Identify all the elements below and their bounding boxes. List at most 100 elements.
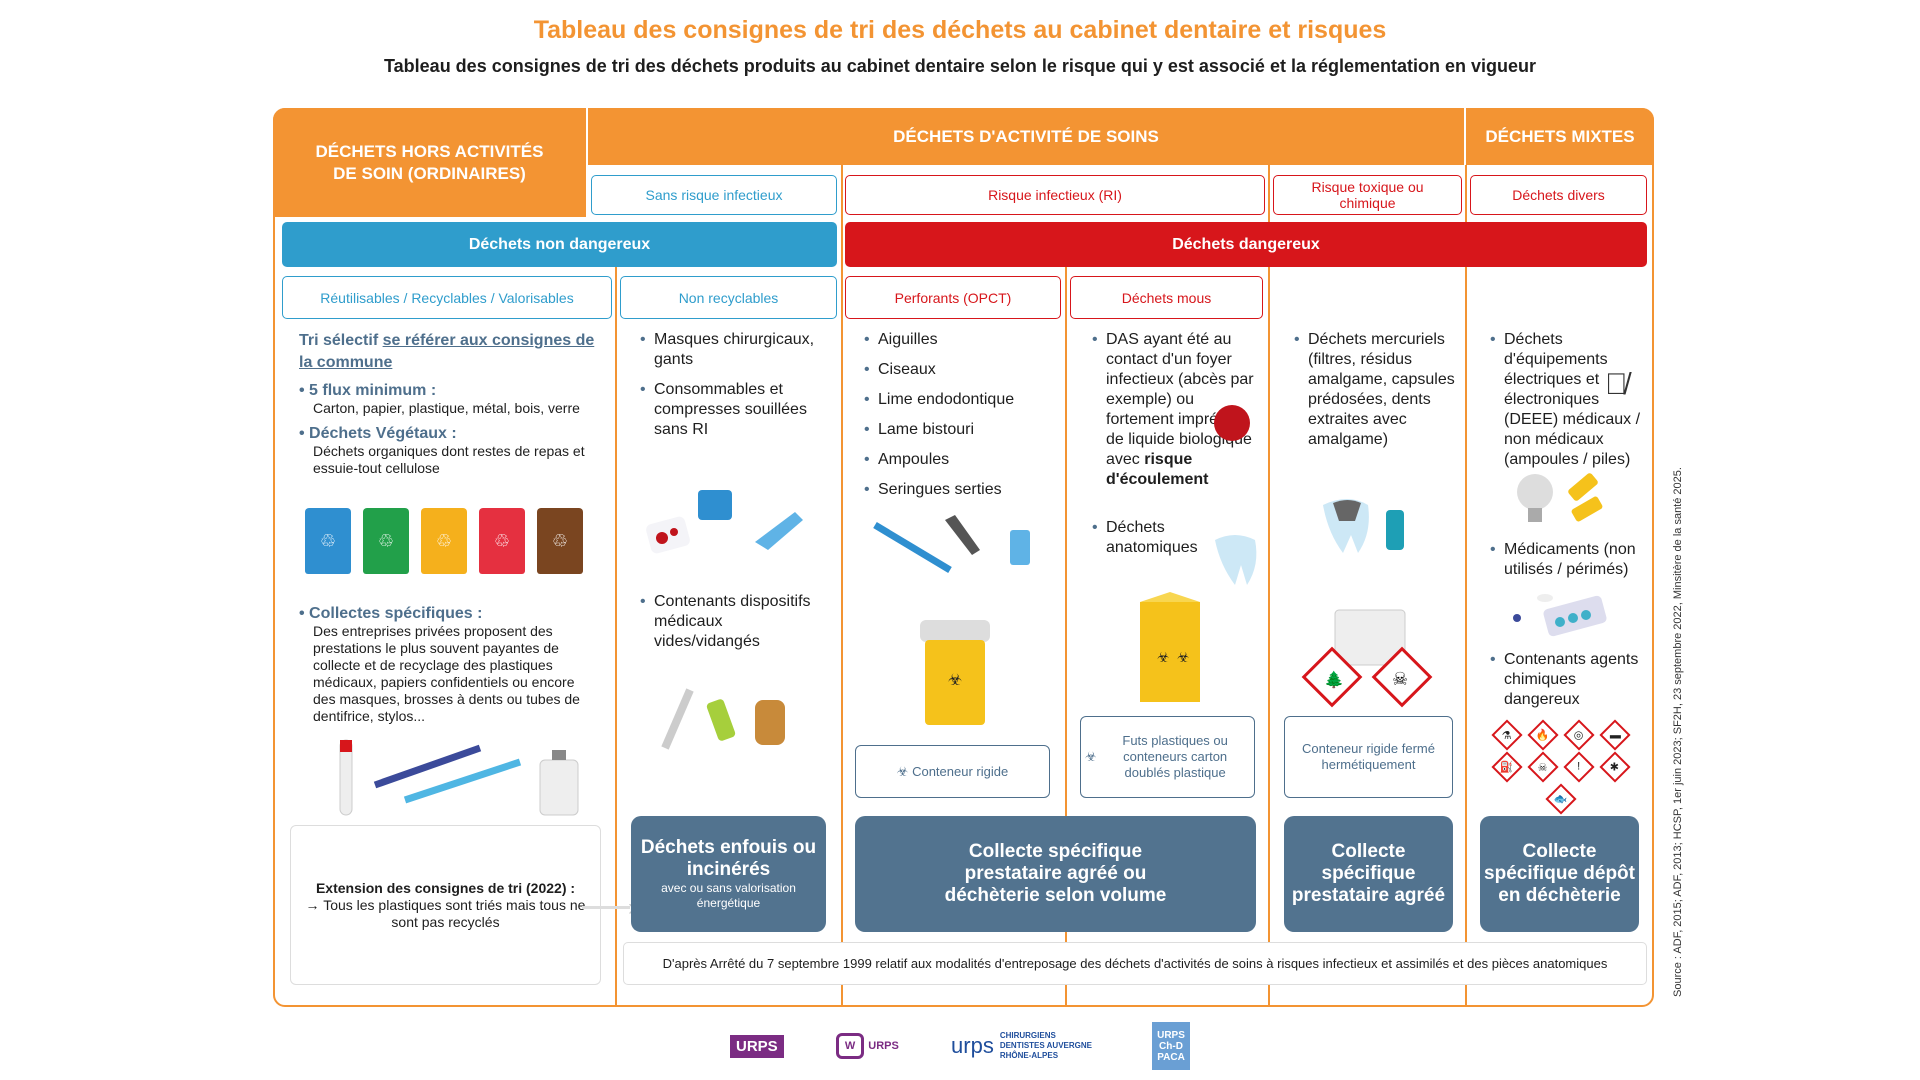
non-recyclable-list: Masques chirurgicaux, gants Consommables… (638, 330, 828, 450)
tooth-icon (1215, 535, 1257, 585)
band-dangereux: Déchets dangereux (845, 222, 1647, 267)
ghs-hazard-icon: 🐟 (1544, 783, 1577, 815)
sharps-list: Aiguilles Ciseaux Lime endodontique Lame… (862, 330, 1057, 510)
flux-text: Carton, papier, plastique, métal, bois, … (313, 400, 580, 416)
container-rigide: ☣ Conteneur rigide (855, 745, 1050, 798)
soft-list: Déchets anatomiques (1090, 518, 1220, 568)
list-item: Déchets d'équipements électriques et éle… (1488, 330, 1648, 470)
ghs-hazard-icon: ! (1562, 751, 1595, 783)
list-item: Contenants agents chimiques dangereux (1488, 650, 1648, 710)
blood-flask-icon (1214, 405, 1250, 441)
ghs-hazard-icon: ▬ (1598, 719, 1631, 751)
ghs-hazard-icon: ⛽ (1490, 751, 1523, 783)
page-title: Tableau des consignes de tri des déchets… (533, 16, 1387, 44)
footnote: D'après Arrêté du 7 septembre 1999 relat… (623, 942, 1647, 985)
disposal-sub: avec ou sans valorisation énergétique (661, 881, 796, 910)
mask-gloves-icon (646, 490, 803, 554)
tag-dechets-divers: Déchets divers (1470, 175, 1647, 215)
veg-title: • Déchets Végétaux : (299, 425, 457, 442)
list-item: Seringues serties (862, 480, 1057, 500)
arrow-connector (582, 906, 630, 909)
list-item: Ciseaux (862, 360, 1057, 380)
ghs-pictograms: ⚗ 🔥 ◎ ▬ ⛽ ☠! ✱ 🐟 (1478, 719, 1643, 815)
mixed-list-2: Médicaments (non utilisés / périmés) (1488, 540, 1648, 590)
page-subtitle: Tableau des consignes de tri des déchets… (384, 56, 1536, 76)
veg-text: Déchets organiques dont restes de repas … (313, 443, 585, 476)
flux-title: • 5 flux minimum : (299, 382, 437, 399)
bulb-batteries-icon (1517, 473, 1603, 522)
header-ordinary: DÉCHETS HORS ACTIVITÉS DE SOIN (ORDINAIR… (273, 108, 586, 217)
column-divider (615, 267, 617, 1007)
logo-urps-hdf: W URPS (835, 1033, 899, 1059)
list-item: Déchets anatomiques (1090, 518, 1220, 558)
list-item: Contenants dispositifs médicaux vides/vi… (638, 592, 828, 652)
list-item: Masques chirurgicaux, gants (638, 330, 828, 370)
recycling-bin-icon: ♲ (305, 508, 351, 574)
ghs-hazard-icon: ◎ (1562, 719, 1595, 751)
consignes-link[interactable]: se référer aux consignes de la commune (299, 332, 595, 371)
disposal-title: Déchets enfouis ou incinérés (640, 837, 817, 880)
medical-containers-icon (661, 688, 785, 750)
weee-crossed-bin-icon: 🗑̸ (1605, 368, 1628, 401)
subcat-non-recyclables: Non recyclables (620, 276, 837, 319)
recycling-bin-icon: ♲ (479, 508, 525, 574)
ghs-hazard-icon: ⚗ (1490, 719, 1523, 751)
infectious-box-icon: ☣ ☣ (1140, 592, 1200, 702)
recycling-bins: ♲ ♲ ♲ ♲ ♲ (305, 508, 583, 574)
subcat-reutilisables: Réutilisables / Recyclables / Valorisabl… (282, 276, 612, 319)
tri-label: Tri sélectif (299, 332, 383, 349)
tag-risque-toxique: Risque toxique ou chimique (1273, 175, 1462, 215)
logos: URPS W URPS urps CHIRURGIENS DENTISTES AUV… (730, 1018, 1190, 1074)
extension-text: → Tous les plastiques sont triés mais to… (305, 896, 586, 930)
extension-title: Extension des consignes de tri (2022) : (315, 879, 576, 896)
column-divider (1268, 165, 1270, 1007)
recycling-bin-icon: ♲ (421, 508, 467, 574)
header-care: DÉCHETS D'ACTIVITÉ DE SOINS (588, 108, 1464, 165)
collectes-text: Des entreprises privées proposent des pr… (313, 623, 580, 724)
list-item: Consommables et compresses souillées san… (638, 380, 828, 440)
list-item: Lime endodontique (862, 390, 1057, 410)
biohazard-icon: ☣ (896, 763, 913, 779)
collectes-title: • Collectes spécifiques : (299, 605, 483, 622)
source-note: Source : ADF, 2015; ADF, 2013; HCSP, 1er… (1672, 467, 1684, 997)
mixed-list-1: Déchets d'équipements électriques et éle… (1488, 330, 1648, 480)
divider (1464, 108, 1466, 165)
disposal-mixed: Collecte spécifique dépôt en déchèterie (1480, 816, 1639, 932)
extension-box: Extension des consignes de tri (2022) : … (290, 825, 601, 985)
list-item: Médicaments (non utilisés / périmés) (1488, 540, 1648, 580)
collectes-block: • Collectes spécifiques : Des entreprise… (299, 605, 599, 725)
divider (586, 108, 588, 165)
logo-urps-ara: urps CHIRURGIENS DENTISTES AUVERGNE RHÔNE… (951, 1031, 1092, 1060)
column-divider (841, 165, 843, 1007)
list-item: Ampoules (862, 450, 1057, 470)
svg-text:☣: ☣ (1157, 649, 1170, 665)
svg-text:☣: ☣ (948, 672, 962, 689)
amalgam-tooth-icon (1323, 499, 1404, 553)
disposal-toxic: Collecte spécifique prestataire agréé (1284, 816, 1453, 932)
mixed-list-3: Contenants agents chimiques dangereux (1488, 650, 1648, 720)
subcat-perforants: Perforants (OPCT) (845, 276, 1061, 319)
tag-sans-risque: Sans risque infectieux (591, 175, 837, 215)
disposal-infectious: Collecte spécifique prestataire agréé ou… (855, 816, 1256, 932)
ghs-hazard-icon: 🔥 (1526, 719, 1559, 751)
recycling-bin-icon: ♲ (363, 508, 409, 574)
band-non-dangereux: Déchets non dangereux (282, 222, 837, 267)
disposal-enfouis: Déchets enfouis ou incinérés avec ou san… (631, 816, 826, 932)
list-item: Aiguilles (862, 330, 1057, 350)
ghs-hazard-icon: ☠ (1526, 751, 1559, 783)
svg-text:☣: ☣ (1177, 649, 1190, 665)
soft-item-1: • DAS ayant été au contact d'un foyer inf… (1092, 331, 1254, 488)
header-mixed: DÉCHETS MIXTES (1466, 108, 1654, 165)
logo-urps-paca: URPS Ch-D PACA (1152, 1022, 1190, 1070)
ordinary-content: Tri sélectif se référer aux consignes de… (299, 330, 599, 477)
list-item: Lame bistouri (862, 420, 1057, 440)
container-futs: ☣ Futs plastiques ou conteneurs carton d… (1080, 716, 1255, 798)
recycling-bin-icon: ♲ (537, 508, 583, 574)
logo-urps-idf: URPS (730, 1034, 784, 1058)
syringe-scalpel-icon (873, 515, 1030, 574)
mercury-bucket-hazard-icon: 🌲 ☠ (1301, 609, 1433, 708)
subcat-dechets-mous: Déchets mous (1070, 276, 1263, 319)
svg-text:🌲: 🌲 (1324, 670, 1344, 689)
office-supplies-icon (339, 739, 579, 816)
medication-icon (1513, 594, 1607, 637)
